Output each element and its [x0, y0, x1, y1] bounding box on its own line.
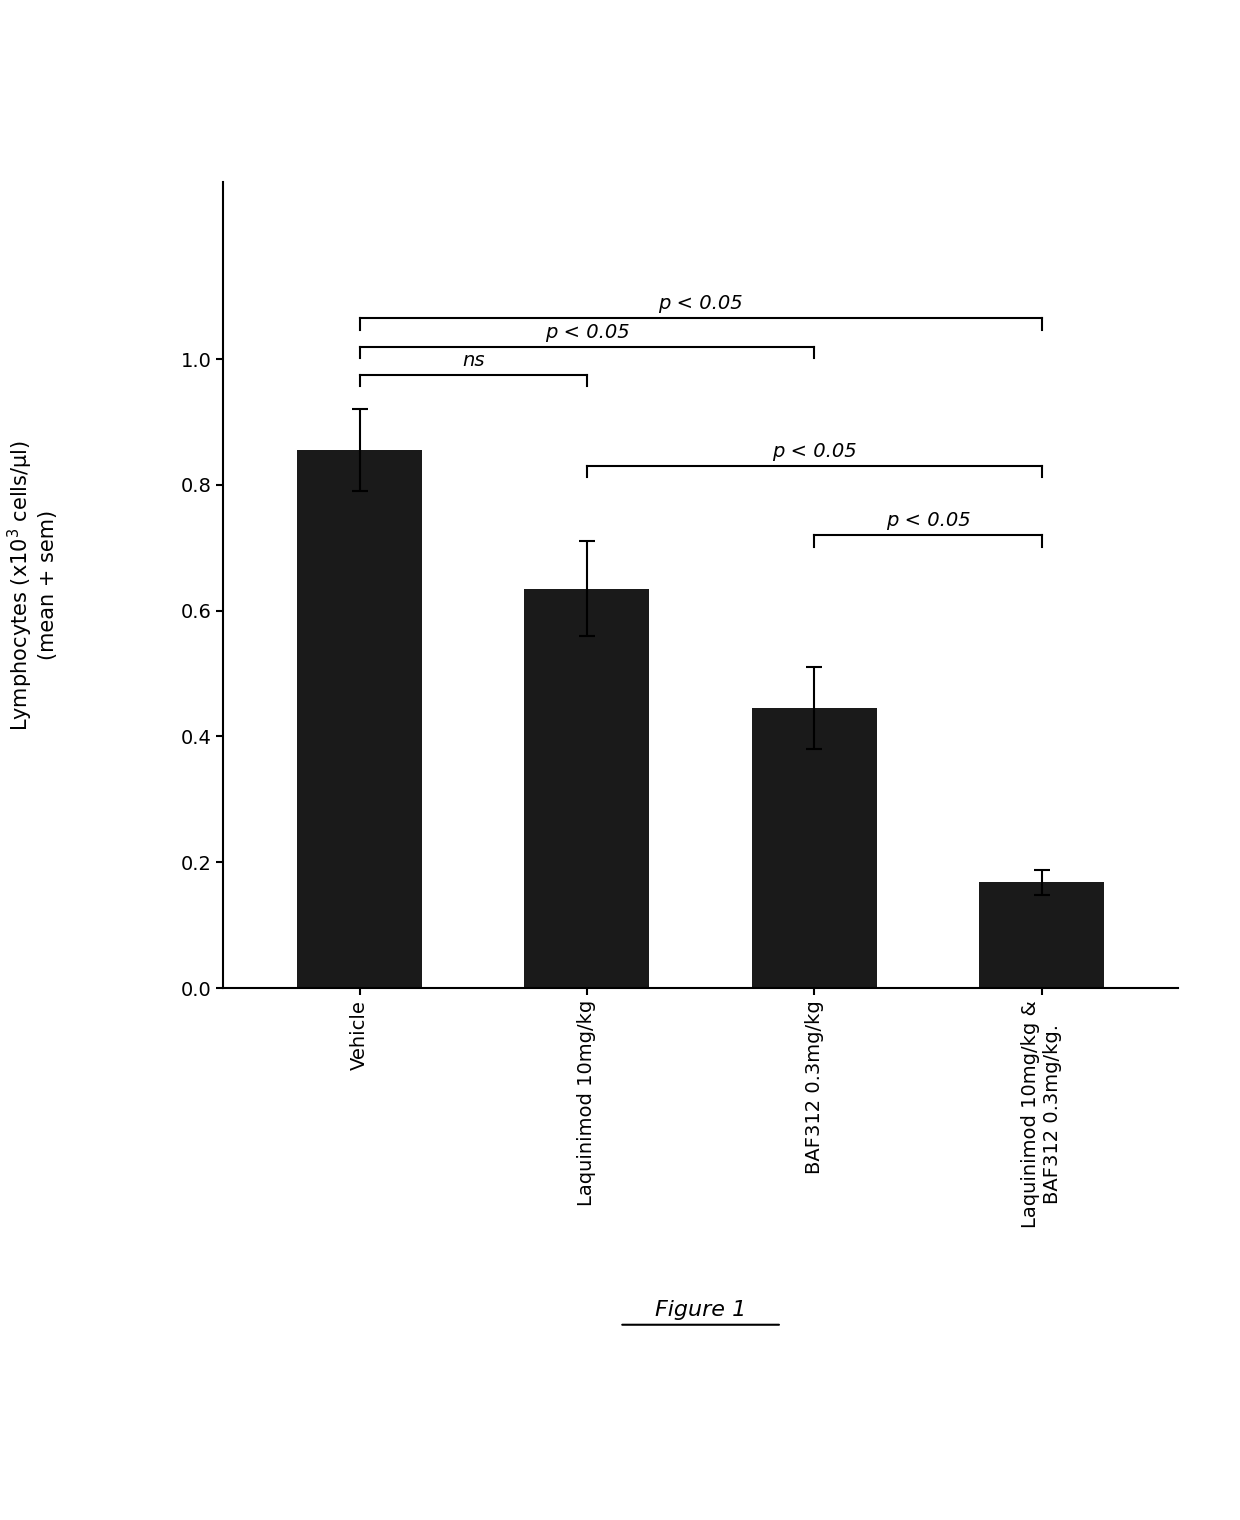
Bar	[525, 588, 650, 988]
Text: p < 0.05: p < 0.05	[544, 322, 629, 342]
Bar	[298, 450, 422, 988]
Text: p < 0.05: p < 0.05	[658, 295, 743, 313]
Text: Figure 1: Figure 1	[655, 1300, 746, 1321]
Text: p < 0.05: p < 0.05	[885, 511, 970, 530]
Text: ns: ns	[463, 351, 485, 369]
Bar	[751, 708, 877, 988]
Bar	[980, 882, 1104, 988]
Text: p < 0.05: p < 0.05	[773, 442, 857, 461]
Text: Lymphocytes (x10$^{3}$ cells/μl)
(mean + sem): Lymphocytes (x10$^{3}$ cells/μl) (mean +…	[6, 439, 58, 731]
